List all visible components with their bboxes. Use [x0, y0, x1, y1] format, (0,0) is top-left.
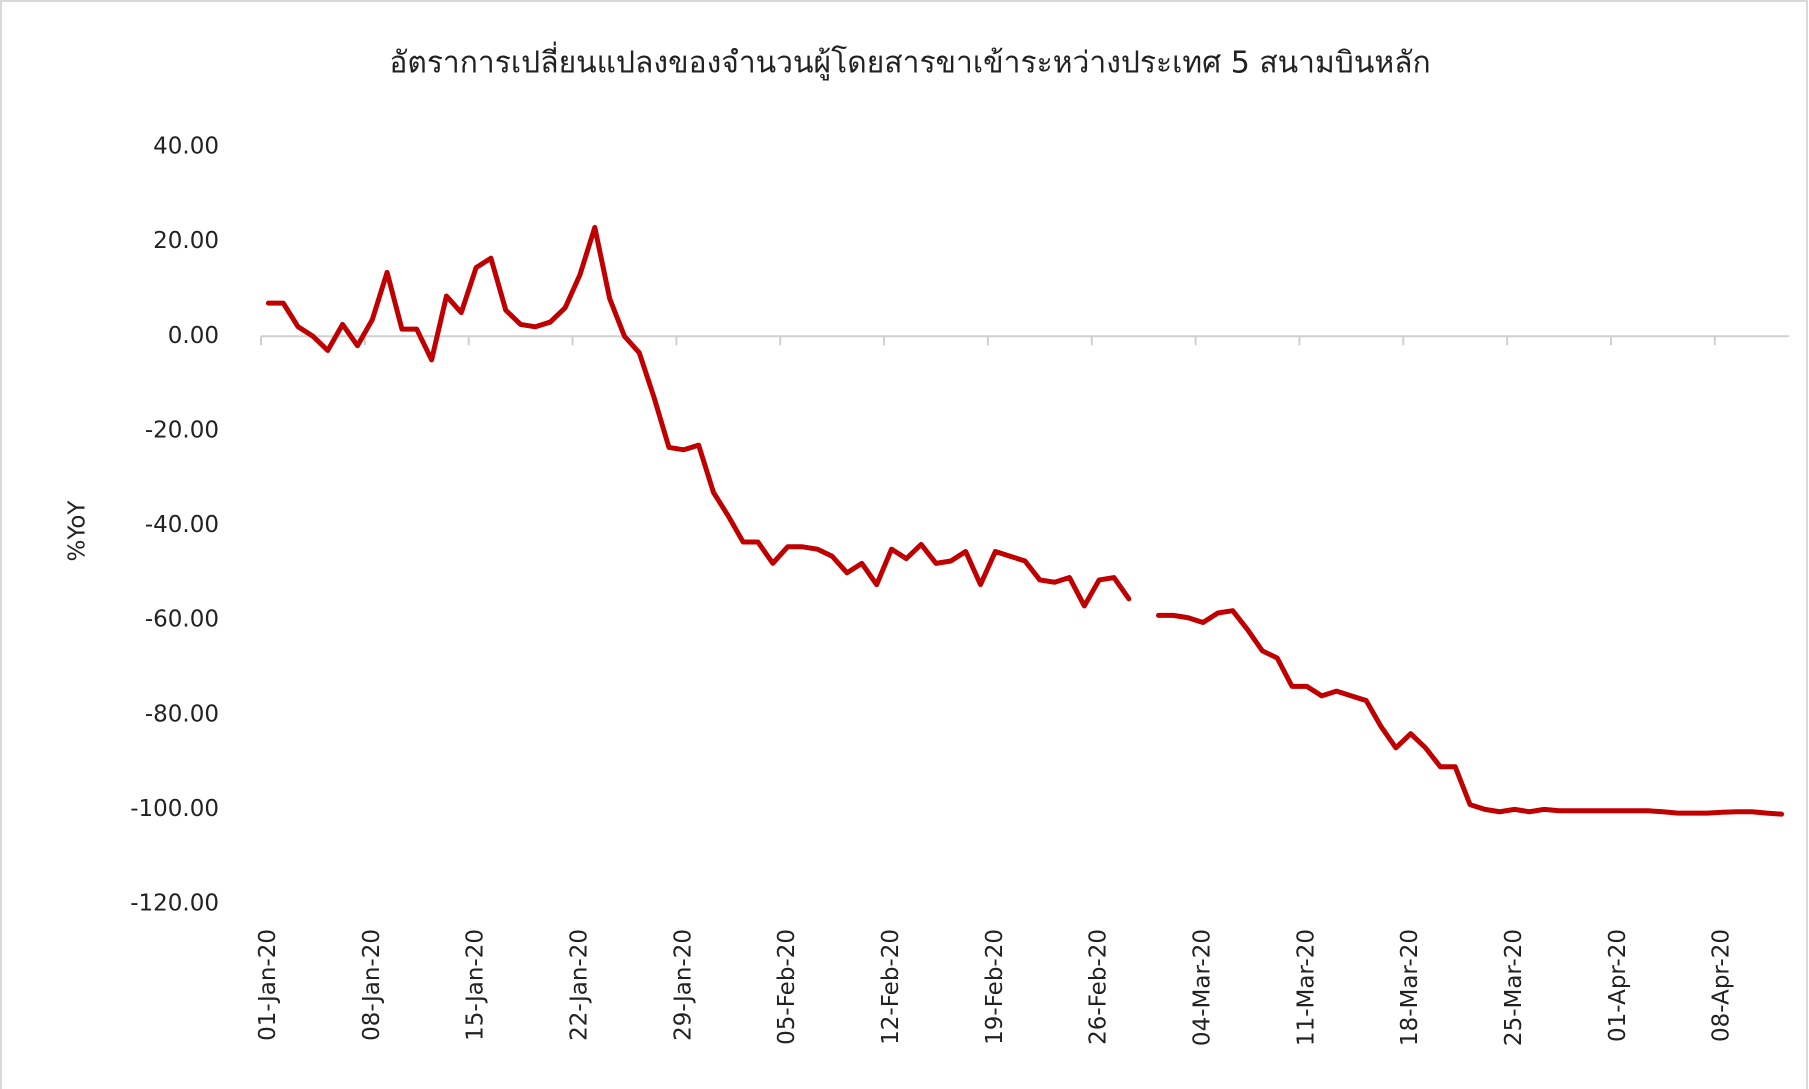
- x-tick-label: 25-Mar-20: [1501, 929, 1527, 1046]
- x-tick-label: 08-Jan-20: [359, 929, 385, 1041]
- x-tick-label: 12-Feb-20: [878, 929, 904, 1045]
- x-tick-label: 15-Jan-20: [463, 929, 489, 1041]
- y-tick-label: 20.00: [153, 228, 219, 254]
- x-tick-label: 08-Apr-20: [1709, 929, 1735, 1042]
- y-tick-label: 40.00: [153, 134, 219, 160]
- y-tick-label: -100.00: [130, 796, 219, 822]
- x-tick-label: 04-Mar-20: [1190, 929, 1216, 1046]
- x-tick-label: 18-Mar-20: [1397, 929, 1423, 1046]
- x-tick-label: 29-Jan-20: [670, 929, 696, 1041]
- x-tick-label: 11-Mar-20: [1293, 929, 1319, 1046]
- y-tick-label: -60.00: [145, 607, 219, 633]
- x-tick-label: 22-Jan-20: [566, 929, 592, 1041]
- chart-title: อัตราการเปลี่ยนแปลงของจำนวนผู้โดยสารขาเข…: [389, 42, 1430, 81]
- y-axis-label: %YoY: [65, 500, 91, 562]
- y-tick-label: -40.00: [145, 512, 219, 538]
- y-tick-label: -20.00: [145, 417, 219, 443]
- y-tick-label: -80.00: [145, 701, 219, 727]
- data-line: [265, 224, 1785, 817]
- y-tick-label: -120.00: [130, 891, 219, 917]
- x-tick-label: 19-Feb-20: [982, 929, 1008, 1045]
- y-tick-label: 0.00: [168, 323, 219, 349]
- x-tick-label: 05-Feb-20: [774, 929, 800, 1045]
- x-tick-label: 26-Feb-20: [1086, 929, 1112, 1045]
- x-tick-label: 01-Jan-20: [255, 929, 281, 1041]
- x-tick-label: 01-Apr-20: [1605, 929, 1631, 1042]
